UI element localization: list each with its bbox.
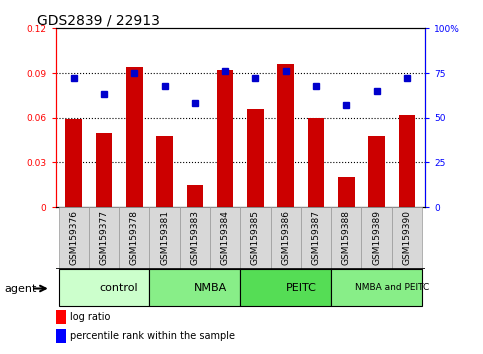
Text: GSM159383: GSM159383: [190, 210, 199, 265]
Text: NMBA and PEITC: NMBA and PEITC: [355, 283, 429, 292]
Bar: [270, 207, 301, 269]
Text: GSM159389: GSM159389: [372, 210, 381, 265]
Text: GSM159377: GSM159377: [99, 210, 109, 265]
Bar: [210, 207, 241, 269]
Bar: [398, 115, 415, 207]
Text: GSM159386: GSM159386: [281, 210, 290, 265]
Bar: [96, 133, 113, 207]
Bar: [308, 118, 325, 207]
Text: percentile rank within the sample: percentile rank within the sample: [70, 331, 235, 341]
Text: PEITC: PEITC: [285, 282, 316, 293]
Text: GSM159376: GSM159376: [69, 210, 78, 265]
Bar: [56, 310, 66, 324]
Bar: [301, 207, 331, 269]
Bar: [58, 207, 89, 269]
Bar: [119, 207, 149, 269]
Bar: [149, 269, 241, 306]
Bar: [126, 67, 142, 207]
Bar: [331, 269, 422, 306]
Bar: [338, 177, 355, 207]
Bar: [361, 207, 392, 269]
Text: agent: agent: [5, 284, 37, 293]
Text: control: control: [100, 282, 139, 293]
Bar: [89, 207, 119, 269]
Bar: [186, 185, 203, 207]
Text: GSM159387: GSM159387: [312, 210, 321, 265]
Bar: [56, 329, 66, 343]
Bar: [156, 136, 173, 207]
Text: GDS2839 / 22913: GDS2839 / 22913: [37, 13, 160, 27]
Bar: [241, 207, 270, 269]
Bar: [241, 269, 331, 306]
Text: GSM159384: GSM159384: [221, 210, 229, 265]
Bar: [149, 207, 180, 269]
Bar: [65, 119, 82, 207]
Bar: [217, 70, 233, 207]
Text: NMBA: NMBA: [193, 282, 227, 293]
Text: GSM159390: GSM159390: [402, 210, 412, 265]
Bar: [247, 109, 264, 207]
Bar: [277, 64, 294, 207]
Text: GSM159385: GSM159385: [251, 210, 260, 265]
Bar: [392, 207, 422, 269]
Bar: [180, 207, 210, 269]
Text: GSM159381: GSM159381: [160, 210, 169, 265]
Text: GSM159388: GSM159388: [342, 210, 351, 265]
Bar: [368, 136, 385, 207]
Text: GSM159378: GSM159378: [130, 210, 139, 265]
Bar: [58, 269, 149, 306]
Text: log ratio: log ratio: [70, 312, 110, 322]
Bar: [331, 207, 361, 269]
